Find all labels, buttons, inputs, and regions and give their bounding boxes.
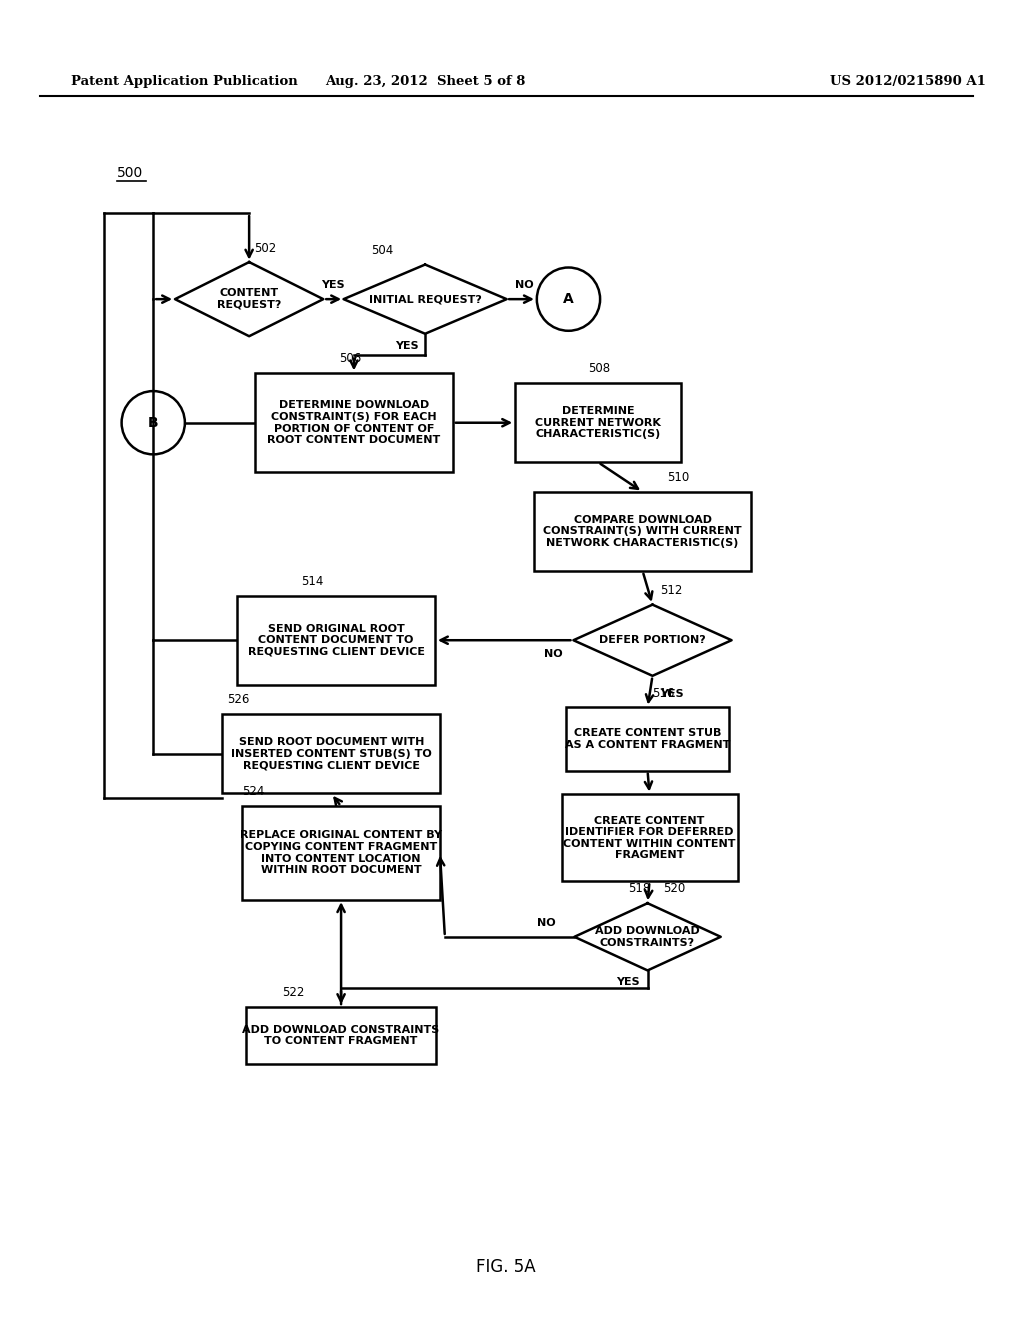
Text: Aug. 23, 2012  Sheet 5 of 8: Aug. 23, 2012 Sheet 5 of 8 — [325, 75, 525, 87]
Bar — [222, 714, 440, 793]
Text: INITIAL REQUEST?: INITIAL REQUEST? — [369, 294, 481, 304]
Text: NO: NO — [515, 280, 534, 290]
Text: 502: 502 — [254, 242, 276, 255]
Bar — [238, 595, 435, 685]
Text: 516: 516 — [652, 686, 675, 700]
Text: COMPARE DOWNLOAD
CONSTRAINT(S) WITH CURRENT
NETWORK CHARACTERISTIC(S): COMPARE DOWNLOAD CONSTRAINT(S) WITH CURR… — [544, 515, 742, 548]
Text: A: A — [563, 292, 573, 306]
Text: Patent Application Publication: Patent Application Publication — [72, 75, 298, 87]
Text: ADD DOWNLOAD
CONSTRAINTS?: ADD DOWNLOAD CONSTRAINTS? — [595, 927, 700, 948]
Text: 512: 512 — [660, 583, 683, 597]
Polygon shape — [175, 263, 324, 337]
Text: 504: 504 — [371, 244, 393, 256]
Bar — [255, 374, 453, 473]
Bar — [566, 708, 729, 771]
Text: NO: NO — [538, 917, 556, 928]
Text: 526: 526 — [227, 693, 250, 706]
Text: 520: 520 — [664, 882, 686, 895]
Text: 506: 506 — [339, 352, 361, 366]
Text: 510: 510 — [668, 471, 689, 484]
Text: NO: NO — [545, 649, 563, 659]
Bar — [561, 795, 737, 882]
Text: YES: YES — [616, 977, 640, 987]
Text: 522: 522 — [282, 986, 304, 999]
Text: DETERMINE
CURRENT NETWORK
CHARACTERISTIC(S): DETERMINE CURRENT NETWORK CHARACTERISTIC… — [536, 407, 662, 440]
Text: REPLACE ORIGINAL CONTENT BY
COPYING CONTENT FRAGMENT
INTO CONTENT LOCATION
WITHI: REPLACE ORIGINAL CONTENT BY COPYING CONT… — [240, 830, 442, 875]
Polygon shape — [574, 903, 721, 970]
Bar — [246, 1007, 436, 1064]
Text: 524: 524 — [243, 785, 264, 799]
Text: DEFER PORTION?: DEFER PORTION? — [599, 635, 706, 645]
Text: 518: 518 — [628, 882, 650, 895]
Bar — [243, 805, 440, 900]
Text: YES: YES — [395, 341, 419, 351]
Text: YES: YES — [660, 689, 684, 698]
Text: DETERMINE DOWNLOAD
CONSTRAINT(S) FOR EACH
PORTION OF CONTENT OF
ROOT CONTENT DOC: DETERMINE DOWNLOAD CONSTRAINT(S) FOR EAC… — [267, 400, 440, 445]
Text: B: B — [147, 416, 159, 430]
Text: CREATE CONTENT
IDENTIFIER FOR DEFERRED
CONTENT WITHIN CONTENT
FRAGMENT: CREATE CONTENT IDENTIFIER FOR DEFERRED C… — [563, 816, 736, 861]
Text: 514: 514 — [301, 574, 324, 587]
Bar — [515, 383, 681, 462]
Bar — [534, 492, 752, 572]
Text: SEND ROOT DOCUMENT WITH
INSERTED CONTENT STUB(S) TO
REQUESTING CLIENT DEVICE: SEND ROOT DOCUMENT WITH INSERTED CONTENT… — [230, 738, 431, 771]
Text: 508: 508 — [588, 362, 610, 375]
Text: US 2012/0215890 A1: US 2012/0215890 A1 — [830, 75, 986, 87]
Text: CREATE CONTENT STUB
AS A CONTENT FRAGMENT: CREATE CONTENT STUB AS A CONTENT FRAGMEN… — [565, 729, 730, 750]
Polygon shape — [573, 605, 731, 676]
Polygon shape — [343, 264, 507, 334]
Text: CONTENT
REQUEST?: CONTENT REQUEST? — [217, 288, 282, 310]
Text: FIG. 5A: FIG. 5A — [476, 1258, 536, 1276]
Text: SEND ORIGINAL ROOT
CONTENT DOCUMENT TO
REQUESTING CLIENT DEVICE: SEND ORIGINAL ROOT CONTENT DOCUMENT TO R… — [248, 623, 425, 657]
Text: 500: 500 — [117, 166, 143, 180]
Text: YES: YES — [322, 280, 345, 290]
Text: ADD DOWNLOAD CONSTRAINTS
TO CONTENT FRAGMENT: ADD DOWNLOAD CONSTRAINTS TO CONTENT FRAG… — [243, 1024, 439, 1047]
